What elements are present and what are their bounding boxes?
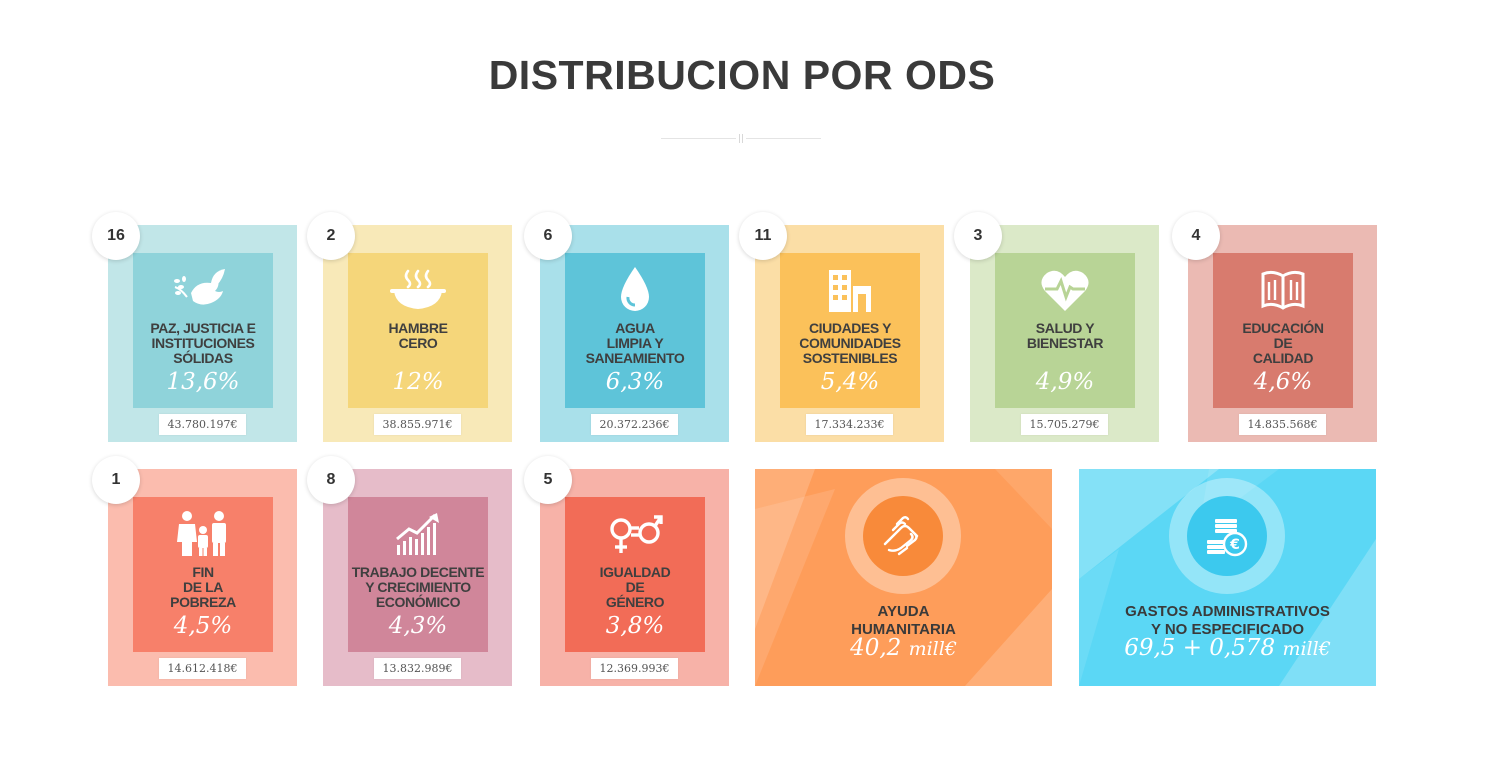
ods-card-igualdad-de-genero[interactable]: IGUALDAD DE GÉNERO 3,8% 12.369.993€ <box>540 469 729 686</box>
heart-pulse-icon <box>995 265 1135 315</box>
ods-card-percent: 13,6% <box>166 369 240 395</box>
ods-card-amount: 43.780.197€ <box>158 414 247 435</box>
ayuda-humanitaria-label: AYUDA HUMANITARIA <box>851 603 956 638</box>
ods-number-badge: 1 <box>92 456 140 504</box>
ods-number-badge: 6 <box>524 212 572 260</box>
ods-card-amount: 20.372.236€ <box>590 414 679 435</box>
gastos-administrativos-label: GASTOS ADMINISTRATIVOS Y NO ESPECIFICADO <box>1125 603 1330 638</box>
ods-card-amount: 14.835.568€ <box>1238 414 1327 435</box>
ods-card-label: IGUALDAD DE GÉNERO <box>599 564 671 610</box>
bowl-icon <box>348 265 488 315</box>
ods-card-amount: 13.832.989€ <box>373 658 462 679</box>
ods-card-panel: HAMBRE CERO 12% <box>348 253 488 408</box>
ods-card-label: SALUD Y BIENESTAR <box>1026 320 1104 351</box>
ods-card-panel: EDUCACIÓN DE CALIDAD 4,6% <box>1213 253 1353 408</box>
ods-card-panel: FIN DE LA POBREZA 4,5% <box>133 497 273 652</box>
dove-icon <box>133 265 273 315</box>
ods-number-badge: 4 <box>1172 212 1220 260</box>
ods-card-percent: 4,6% <box>1253 369 1313 395</box>
ods-card-panel: IGUALDAD DE GÉNERO 3,8% <box>565 497 705 652</box>
ods-number-badge: 2 <box>307 212 355 260</box>
ods-card-label: TRABAJO DECENTE Y CRECIMIENTO ECONÓMICO <box>351 564 485 610</box>
ods-card-label: AGUA LIMPIA Y SANEAMIENTO <box>585 320 685 366</box>
ods-card-label: FIN DE LA POBREZA <box>170 564 236 610</box>
ods-card-panel: PAZ, JUSTICIA E INSTITUCIONES SÓLIDAS 13,6… <box>133 253 273 408</box>
ods-card-trabajo-decente-y-crecimiento-economico[interactable]: TRABAJO DECENTE Y CRECIMIENTO ECONÓMICO 4,… <box>323 469 512 686</box>
title-divider <box>661 134 821 144</box>
gastos-administrativos-card[interactable]: € GASTOS ADMINISTRATIVOS Y NO ESPECIFICA… <box>1079 469 1376 686</box>
ods-card-paz-justicia-e-instituciones-solidas[interactable]: PAZ, JUSTICIA E INSTITUCIONES SÓLIDAS 13,6… <box>108 225 297 442</box>
ods-card-panel: AGUA LIMPIA Y SANEAMIENTO 6,3% <box>565 253 705 408</box>
ods-card-label: HAMBRE CERO <box>388 320 448 351</box>
ods-card-panel: CIUDADES Y COMUNIDADES SOSTENIBLES 5,4% <box>780 253 920 408</box>
ods-card-percent: 6,3% <box>605 369 665 395</box>
ods-card-ciudades-y-comunidades-sostenibles[interactable]: CIUDADES Y COMUNIDADES SOSTENIBLES 5,4% 17… <box>755 225 944 442</box>
svg-text:€: € <box>1229 537 1240 553</box>
euro-coins-icon: € <box>1187 496 1267 576</box>
book-icon <box>1213 265 1353 315</box>
ods-card-percent: 12% <box>392 369 444 395</box>
water-drop-icon <box>565 265 705 315</box>
icon-ring: € <box>1169 478 1285 594</box>
ods-card-amount: 38.855.971€ <box>373 414 462 435</box>
ods-card-agua-limpia-y-saneamiento[interactable]: AGUA LIMPIA Y SANEAMIENTO 6,3% 20.372.236€ <box>540 225 729 442</box>
ods-number-badge: 11 <box>739 212 787 260</box>
ayuda-humanitaria-card[interactable]: AYUDA HUMANITARIA 40,2 mill€ <box>755 469 1052 686</box>
icon-ring <box>845 478 961 594</box>
gastos-administrativos-value: 69,5 + 0,578 mill€ <box>1124 635 1331 661</box>
gender-equality-icon <box>565 509 705 559</box>
ods-card-amount: 17.334.233€ <box>805 414 894 435</box>
ods-number-badge: 16 <box>92 212 140 260</box>
background-shapes <box>755 469 1052 686</box>
ods-number-badge: 8 <box>307 456 355 504</box>
ods-card-educacion-de-calidad[interactable]: EDUCACIÓN DE CALIDAD 4,6% 14.835.568€ <box>1188 225 1377 442</box>
ods-card-label: PAZ, JUSTICIA E INSTITUCIONES SÓLIDAS <box>150 320 256 366</box>
ods-card-hambre-cero[interactable]: HAMBRE CERO 12% 38.855.971€ <box>323 225 512 442</box>
ods-card-percent: 3,8% <box>605 613 665 639</box>
helping-hands-icon <box>863 496 943 576</box>
ods-card-panel: TRABAJO DECENTE Y CRECIMIENTO ECONÓMICO 4,… <box>348 497 488 652</box>
ods-card-panel: SALUD Y BIENESTAR 4,9% <box>995 253 1135 408</box>
ods-card-percent: 4,3% <box>388 613 448 639</box>
ods-card-percent: 4,9% <box>1035 369 1095 395</box>
ods-card-amount: 15.705.279€ <box>1020 414 1109 435</box>
page-title: DISTRIBUCION POR ODS <box>488 52 996 98</box>
ods-card-fin-de-la-pobreza[interactable]: FIN DE LA POBREZA 4,5% 14.612.418€ <box>108 469 297 686</box>
ods-card-salud-y-bienestar[interactable]: SALUD Y BIENESTAR 4,9% 15.705.279€ <box>970 225 1159 442</box>
ods-card-amount: 14.612.418€ <box>158 658 247 679</box>
ods-number-badge: 5 <box>524 456 572 504</box>
ods-card-percent: 5,4% <box>820 369 880 395</box>
ods-card-label: CIUDADES Y COMUNIDADES SOSTENIBLES <box>799 320 901 366</box>
family-icon <box>133 509 273 559</box>
ayuda-humanitaria-value: 40,2 mill€ <box>850 635 957 661</box>
buildings-icon <box>780 265 920 315</box>
ods-card-percent: 4,5% <box>173 613 233 639</box>
ods-card-amount: 12.369.993€ <box>590 658 679 679</box>
ods-number-badge: 3 <box>954 212 1002 260</box>
growth-chart-icon <box>348 509 488 559</box>
ods-card-label: EDUCACIÓN DE CALIDAD <box>1242 320 1324 366</box>
